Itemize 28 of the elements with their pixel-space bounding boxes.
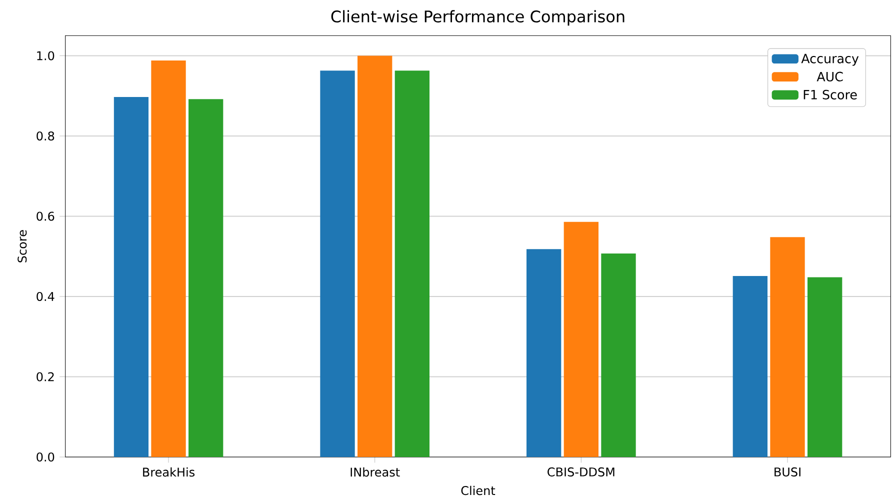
y-tick-label: 0.6 <box>36 212 54 221</box>
x-tick-label: INbreast <box>350 467 400 477</box>
y-axis-title: Score <box>18 230 27 262</box>
bar <box>526 249 562 457</box>
x-tick-label: BreakHis <box>143 467 195 477</box>
bar <box>394 70 430 457</box>
y-tick-label: 0.2 <box>36 372 54 382</box>
y-tick-label: 0.0 <box>36 452 54 462</box>
bar <box>770 237 805 457</box>
y-tick-label: 1.0 <box>37 51 54 60</box>
bar <box>114 97 149 457</box>
legend-label: AUC <box>816 72 843 82</box>
bar <box>808 277 842 457</box>
bar <box>151 60 186 457</box>
bar <box>320 70 355 457</box>
legend-label: F1 Score <box>804 90 857 100</box>
legend-label: Accuracy <box>801 54 859 66</box>
bar <box>188 99 224 457</box>
bar <box>358 56 392 457</box>
y-tick-label: 0.8 <box>36 131 54 141</box>
x-tick-label: BUSI <box>774 467 800 476</box>
chart-title: Client-wise Performance Comparison <box>331 10 624 26</box>
bar <box>564 222 598 457</box>
bar <box>601 254 636 457</box>
y-tick-label: 0.4 <box>36 292 54 302</box>
bar <box>732 276 768 457</box>
x-axis-title: Client <box>461 486 496 496</box>
x-tick-label: CBIS-DDSM <box>548 467 614 476</box>
